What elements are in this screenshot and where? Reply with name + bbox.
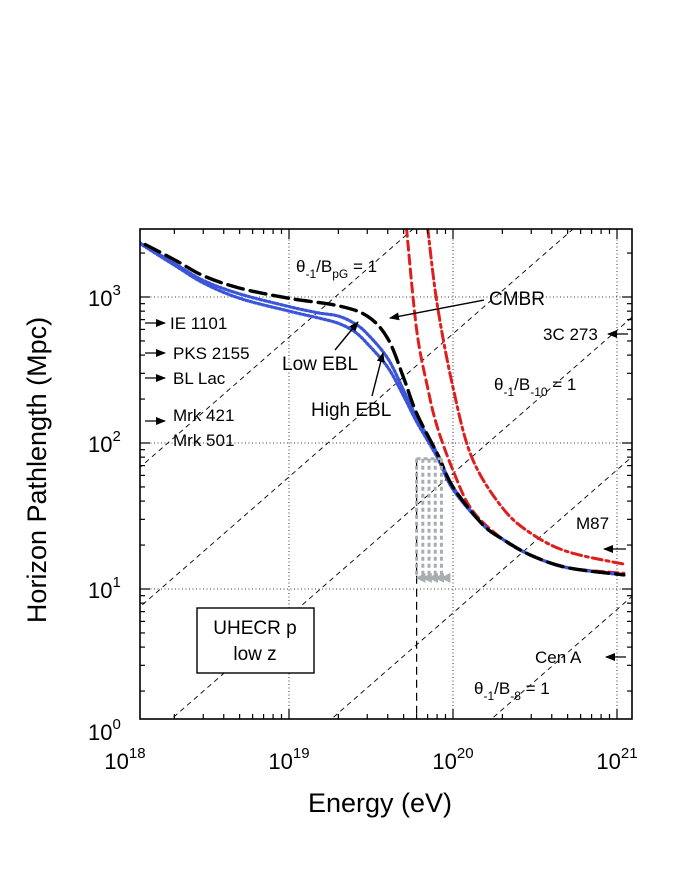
right-sources: 3C 273 M87 Cen A (535, 325, 628, 667)
cmbr-pointer (389, 299, 485, 321)
diagonal-line (140, 229, 574, 608)
y-tick-label: 103 (88, 282, 121, 311)
x-tick-label: 1018 (104, 745, 145, 774)
theta-pg-label: θ-1/BpG = 1 (296, 257, 377, 281)
source-label: Cen A (535, 648, 582, 667)
source-label: 3C 273 (543, 325, 598, 344)
attenuation-arrows (415, 457, 451, 583)
y-axis-title: Horizon Pathlength (Mpc) (22, 317, 52, 623)
x-tick-labels: 1018 1019 1020 1021 (104, 745, 637, 774)
x-axis-title: Energy (eV) (308, 788, 452, 818)
diagonal-line (330, 456, 632, 719)
source-label: PKS 2155 (173, 344, 250, 363)
diagonal-line (170, 316, 632, 719)
diagonal-line (490, 595, 632, 719)
x-tick-label: 1019 (268, 745, 309, 774)
series-line-cmbr (140, 239, 626, 577)
tick-marks (140, 229, 632, 719)
series-lines (140, 229, 626, 577)
theta-10-label: θ-1/B-10 = 1 (494, 375, 576, 399)
source-label: M87 (576, 514, 609, 533)
uhecr-line2: low z (233, 644, 276, 665)
high-ebl-pointer (371, 352, 385, 397)
source-label: Mrk 421 (173, 406, 234, 425)
left-sources: IE 1101 PKS 2155 BL Lac Mrk 421 Mrk 501 (145, 314, 250, 450)
low-ebl-label: Low EBL (282, 354, 358, 375)
cmbr-label: CMBR (489, 289, 545, 310)
y-tick-label: 100 (88, 716, 121, 745)
series-line-high-ebl (140, 241, 626, 577)
source-label: IE 1101 (170, 314, 227, 333)
uhecr-box (196, 607, 315, 674)
y-tick-labels: 100 101 102 103 (88, 282, 121, 745)
uhecr-line1: UHECR p (213, 618, 296, 639)
y-tick-label: 102 (88, 428, 121, 457)
high-ebl-label: High EBL (311, 400, 391, 421)
source-label: Mrk 501 (173, 431, 234, 450)
series-line-red-dash-dot (426, 229, 626, 566)
x-tick-label: 1020 (432, 745, 473, 774)
low-ebl-pointer (334, 321, 359, 351)
theta-8-label: θ-1/B-8 = 1 (474, 679, 550, 703)
plot-frame (139, 228, 633, 720)
y-tick-label: 101 (88, 574, 121, 603)
diagonal-line (640, 206, 690, 729)
diagonal-lines (140, 206, 690, 729)
source-label: BL Lac (173, 369, 226, 388)
x-tick-label: 1021 (596, 745, 637, 774)
